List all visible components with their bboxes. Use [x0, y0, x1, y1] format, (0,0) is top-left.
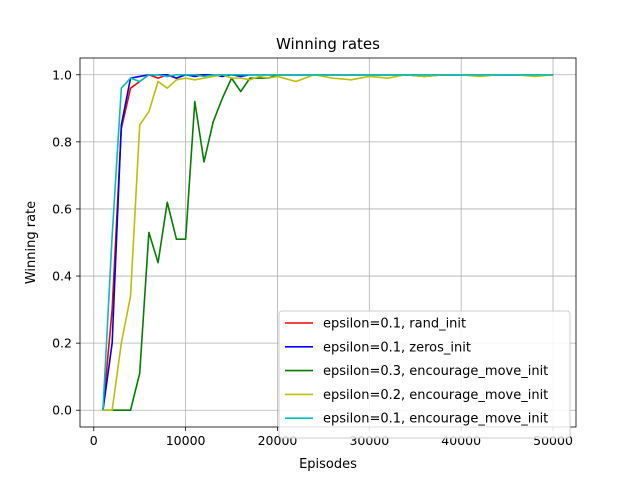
- axis-ticks: 0 10000 20000 30000 40000 500000.00.20.40.60.…: [52, 67, 573, 448]
- x-tick-label: 0: [90, 433, 98, 448]
- y-tick-label: 0.4: [52, 269, 72, 284]
- series-lines: [102, 73, 554, 412]
- series-line-5: [102, 73, 554, 411]
- legend-entry-label: epsilon=0.1, encourage_move_init: [323, 412, 548, 427]
- y-tick-label: 0.6: [52, 201, 72, 216]
- legend-entry-label: epsilon=0.2, encourage_move_init: [323, 388, 548, 403]
- y-tick-label: 1.0: [52, 67, 72, 82]
- x-tick-label: 10000: [166, 433, 206, 448]
- y-tick-label: 0.8: [52, 134, 72, 149]
- y-tick-label: 0.0: [52, 403, 72, 418]
- y-axis-label: Winning rate: [24, 201, 39, 284]
- legend-entry-label: epsilon=0.1, zeros_init: [323, 340, 471, 355]
- legend: epsilon=0.1, rand_init epsilon=0.1, zeros…: [278, 310, 571, 439]
- legend-entry-label: epsilon=0.3, encourage_move_init: [323, 364, 548, 379]
- chart-title: Winning rates: [276, 35, 380, 53]
- legend-box: [278, 310, 571, 439]
- legend-entry-label: epsilon=0.1, rand_init: [323, 317, 466, 332]
- y-tick-label: 0.2: [52, 336, 72, 351]
- x-axis-label: Episodes: [299, 457, 357, 472]
